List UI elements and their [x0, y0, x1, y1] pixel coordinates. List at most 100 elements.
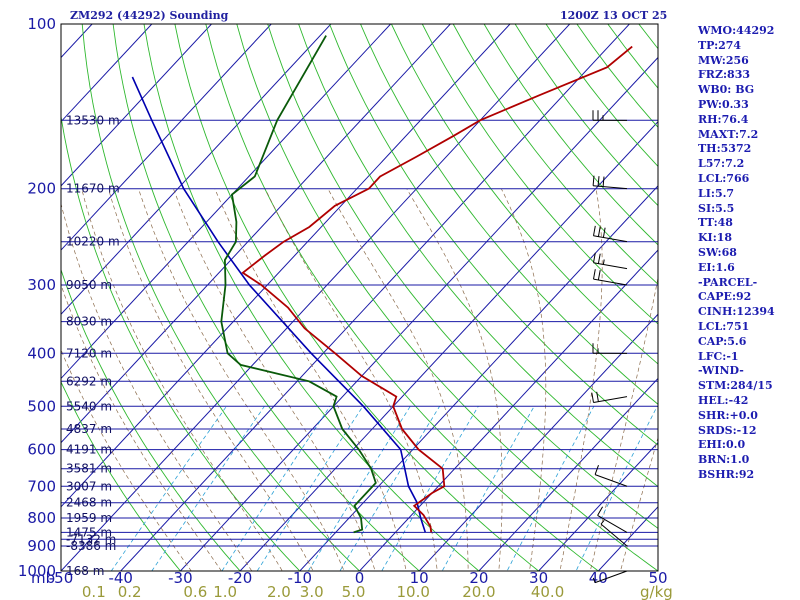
moist-adiabat-line — [589, 276, 658, 571]
mixing-ratio-unit-label: g/kg — [640, 583, 673, 600]
index-line: HEL:-42 — [698, 393, 749, 407]
temperature-tick-label: 30 — [529, 569, 548, 587]
index-line: SI:5.5 — [698, 201, 735, 215]
temperature-tick-label: -10 — [288, 569, 313, 587]
isotherm-line — [61, 24, 153, 123]
dry-adiabat-line — [61, 380, 181, 571]
isotherm-line — [61, 24, 213, 187]
pressure-unit-label: mb — [31, 569, 55, 587]
wind-barb — [600, 519, 628, 547]
index-line: -WIND- — [698, 364, 744, 378]
wind-barb — [593, 252, 628, 270]
temperature-tick-label: 20 — [469, 569, 488, 587]
wind-barb — [592, 110, 628, 121]
moist-adiabat-line — [107, 188, 314, 571]
index-line: LFC:-1 — [698, 349, 739, 363]
height-label: 6292 m — [66, 374, 112, 388]
index-line: KI:18 — [698, 231, 733, 245]
mixing-ratio-line — [307, 406, 411, 571]
sounding-time: 1200Z 13 OCT 25 — [560, 9, 668, 22]
index-line: EHI:0.0 — [698, 438, 746, 452]
moist-adiabat-line — [61, 283, 222, 571]
moist-adiabat-line — [61, 202, 253, 571]
indices-panel: WMO:44292 TP:274 MW:256 FRZ:833 WB0: BG … — [698, 24, 798, 483]
index-line: LI:5.7 — [698, 186, 735, 200]
isotherm-line — [537, 441, 658, 571]
height-label: 1475 m — [66, 525, 112, 539]
plot-frame — [60, 23, 659, 572]
wind-barb — [593, 225, 628, 243]
isotherm-line — [61, 24, 452, 444]
mixing-ratio-label: 0.2 — [118, 583, 142, 600]
dry-adiabat-line — [174, 24, 540, 571]
isotherm-line — [418, 313, 658, 571]
index-line: LCL:766 — [698, 171, 750, 185]
moist-adiabat-line — [559, 188, 603, 571]
mixing-ratio-label: 40.0 — [531, 583, 564, 600]
height-label: 3581 m — [66, 462, 112, 476]
mixing-ratio-label: 20.0 — [462, 583, 495, 600]
height-label: 3007 m — [66, 479, 112, 493]
height-label: 5540 m — [66, 399, 112, 413]
index-line: RH:76.4 — [698, 112, 749, 126]
temperature-tick-label: -40 — [108, 569, 133, 587]
mixing-ratio-label: 3.0 — [300, 583, 324, 600]
moist-adiabat-line — [81, 188, 283, 571]
dry-adiabat-line — [61, 268, 241, 571]
moist-adiabat-line — [61, 348, 192, 571]
index-line: CAP:5.6 — [698, 334, 747, 348]
pressure-tick-label: 700 — [27, 477, 56, 495]
isotherm-line — [61, 24, 272, 251]
mixing-ratio-line — [506, 406, 595, 571]
index-line: WMO:44292 — [698, 24, 775, 37]
mixing-ratio-line — [381, 406, 479, 571]
index-line: TP:274 — [698, 38, 742, 52]
index-line: FRZ:833 — [698, 68, 751, 82]
index-line: BRN:1.0 — [698, 453, 750, 467]
isotherm-line — [61, 24, 332, 315]
height-label: 11670 m — [66, 182, 120, 196]
wind-barb — [592, 343, 628, 354]
index-line: EI:1.6 — [698, 260, 735, 274]
height-label: 2468 m — [66, 496, 112, 510]
index-line: MAXT:7.2 — [698, 127, 759, 141]
profile-layer — [131, 35, 633, 534]
dewpoint-trace — [220, 35, 377, 534]
index-line: MW:256 — [698, 53, 749, 67]
moist-adiabat-line — [500, 188, 547, 571]
wind-barb — [592, 570, 628, 584]
height-label: 168 m — [66, 564, 104, 578]
mixing-ratio-line — [575, 406, 658, 571]
moist-adiabat-line — [620, 436, 658, 571]
temperature-tick-label: -20 — [228, 569, 253, 587]
mixing-ratio-line — [110, 406, 227, 571]
pressure-tick-label: 800 — [27, 509, 56, 527]
mixing-ratio-label: 0.6 — [183, 583, 207, 600]
mixing-ratio-line — [339, 406, 440, 571]
height-label: 4837 m — [66, 422, 112, 436]
index-line: BSHR:92 — [698, 467, 755, 481]
wind-barb — [593, 269, 628, 286]
isotherm-line — [61, 24, 392, 380]
temperature-tick-label: 10 — [410, 569, 429, 587]
temperature-tick-label: 50 — [648, 569, 667, 587]
wind-barb — [592, 175, 628, 190]
mixing-ratio-line — [151, 406, 265, 571]
index-line: WB0: BG — [698, 83, 755, 97]
wind-barb-column — [591, 110, 628, 584]
index-line: SRDS:-12 — [698, 423, 757, 437]
mixing-ratio-label: 5.0 — [342, 583, 366, 600]
isotherm-line — [358, 249, 658, 571]
mixing-ratio-label: 10.0 — [397, 583, 430, 600]
pressure-tick-label: 900 — [27, 537, 56, 555]
height-label: 1959 m — [66, 511, 112, 525]
mixing-ratio-label: 0.1 — [82, 583, 106, 600]
height-label: 13530 m — [66, 113, 120, 127]
temperature-tick-label: -50 — [49, 569, 74, 587]
height-label: -7132 m — [66, 532, 116, 546]
pressure-tick-label: 200 — [27, 180, 56, 198]
grid-layer — [61, 24, 658, 571]
wind-barb — [597, 506, 628, 533]
